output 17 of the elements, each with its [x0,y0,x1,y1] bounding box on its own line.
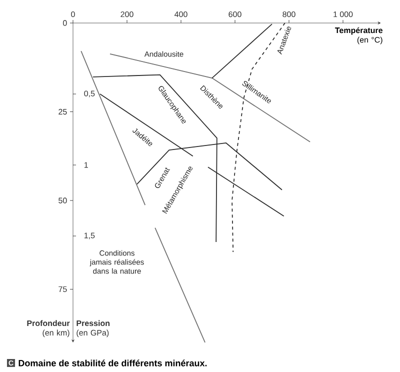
x-tick-label: 0 [71,11,75,18]
text: Domaine de stabilité de différents minéraux. [18,360,207,366]
y-tick-label: 0 [63,20,67,26]
x-tick-label: 800 [282,11,296,18]
x-axis-title: Température (en °C) [335,27,383,44]
y2-tick-label: 1,5 [84,232,95,240]
y2-tick-label: 0,5 [84,90,95,98]
x-tick-label: 200 [120,11,134,18]
y2-axis-title: Pression (en GPa) [76,320,110,338]
y-axis-title: Profondeur (en km) [27,320,70,338]
y2-tick-label: 1 [84,162,88,168]
x-tick-label: 1 000 [334,11,353,18]
x-tick-label: 400 [174,11,188,18]
y-tick-label: 25 [58,108,67,115]
y-tick-label: 50 [58,198,67,204]
y-tick-label: 75 [58,286,67,292]
x-tick-label: 600 [228,11,242,18]
